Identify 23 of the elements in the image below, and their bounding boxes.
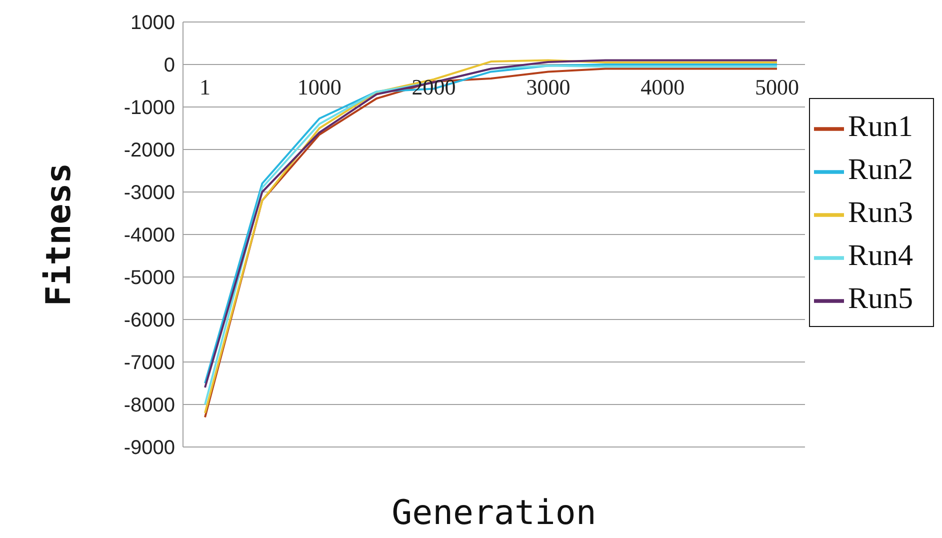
x-tick-label: 1000 [297, 74, 342, 100]
y-tick-label: 0 [164, 54, 175, 77]
legend-label: Run5 [848, 282, 913, 315]
y-tick-label: -1000 [124, 97, 175, 120]
y-tick-label: -5000 [124, 267, 175, 290]
x-axis-title: Generation [392, 493, 596, 533]
x-tick-label: 3000 [526, 74, 570, 100]
y-tick-label: -9000 [124, 437, 175, 460]
y-tick-label: -4000 [124, 224, 175, 247]
y-tick-label: -6000 [124, 310, 175, 332]
y-axis-title: Fitness [39, 162, 80, 306]
y-tick-label: -3000 [124, 182, 175, 204]
legend-label: Run3 [848, 196, 913, 229]
x-tick-label: 5000 [754, 74, 799, 100]
x-tick-label: 4000 [640, 74, 685, 100]
legend-label: Run1 [848, 110, 913, 143]
legend-label: Run2 [848, 153, 913, 186]
x-tick-label: 1 [200, 74, 210, 100]
y-tick-label: -7000 [124, 352, 175, 374]
legend-label: Run4 [848, 239, 913, 272]
y-tick-label: -2000 [124, 140, 175, 162]
y-tick-label: 1000 [130, 12, 175, 34]
y-tick-label: -8000 [124, 394, 175, 417]
